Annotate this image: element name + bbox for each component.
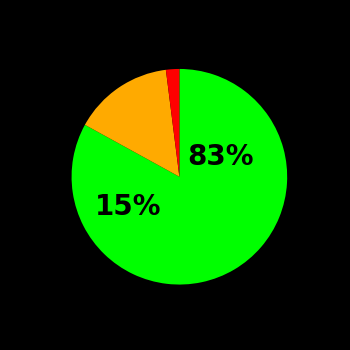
Text: 83%: 83% (187, 144, 254, 172)
Text: 15%: 15% (94, 193, 161, 221)
Wedge shape (166, 69, 180, 177)
Wedge shape (72, 69, 287, 285)
Wedge shape (85, 70, 179, 177)
